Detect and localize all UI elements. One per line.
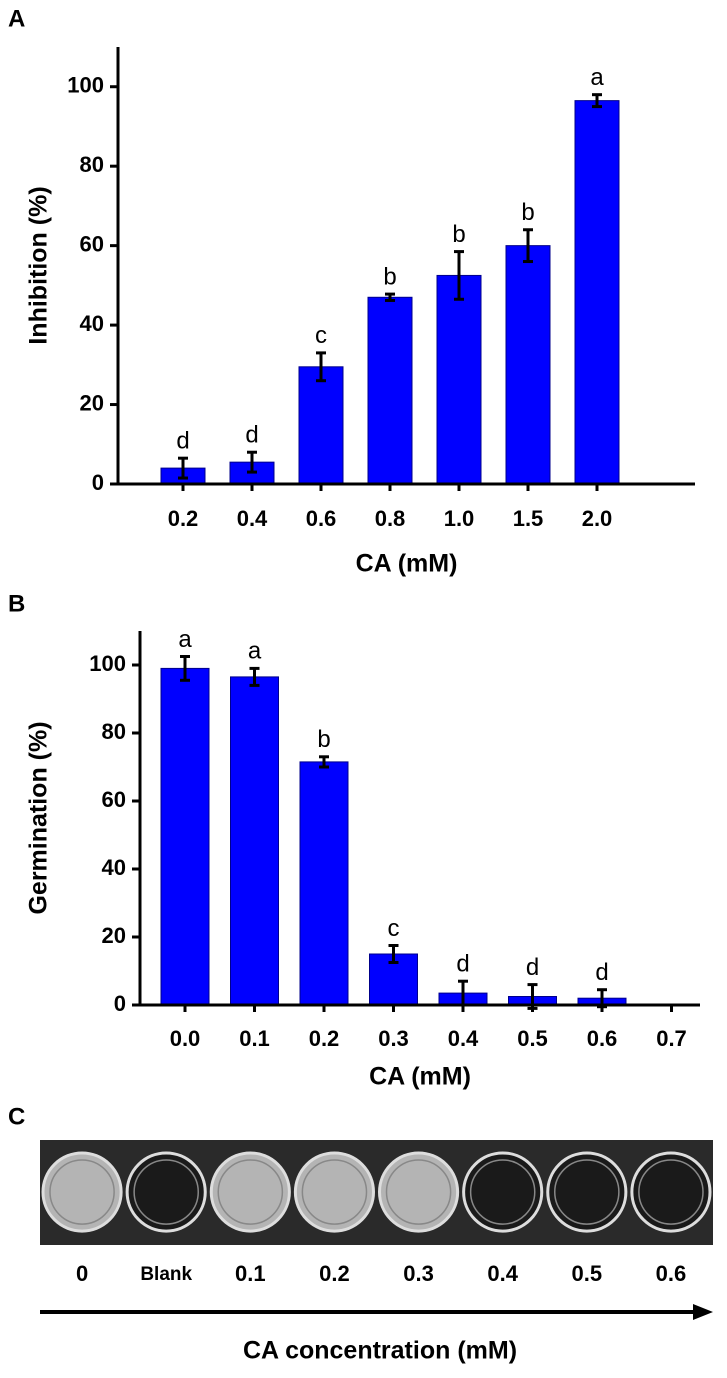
significance-letter: a [590, 64, 604, 91]
panel-label: B [8, 590, 25, 617]
well-label: Blank [140, 1264, 192, 1285]
x-tick-label: 1.0 [444, 506, 475, 531]
significance-letter: d [245, 422, 258, 449]
well-inner [554, 1159, 620, 1225]
error-bar [388, 944, 399, 964]
panel-label: C [8, 1103, 25, 1130]
y-tick-label: 60 [102, 787, 126, 812]
well [209, 1151, 291, 1233]
y-tick-label: 40 [80, 311, 104, 336]
well-label: 0.3 [403, 1261, 434, 1286]
well-inner [385, 1159, 452, 1225]
error-bar [592, 93, 602, 109]
x-tick-label: 0.2 [309, 1026, 340, 1051]
error-bar [178, 456, 188, 480]
error-bar [319, 755, 329, 769]
y-axis-title: Inhibition (%) [25, 186, 53, 344]
x-tick-label: 0.4 [448, 1026, 479, 1051]
x-axis-title: CA (mM) [369, 1063, 471, 1091]
bar [299, 761, 349, 1006]
well [546, 1151, 628, 1233]
error-bar [454, 250, 464, 301]
panel-label: A [8, 5, 25, 32]
significance-letter: a [178, 626, 192, 653]
error-bar [249, 666, 260, 687]
well-inner [217, 1159, 284, 1225]
x-tick-label: 0.8 [375, 506, 406, 531]
well-label: 0.5 [572, 1261, 603, 1286]
significance-letter: d [176, 428, 189, 455]
significance-letter: b [383, 263, 396, 290]
bar [505, 245, 551, 485]
bar [160, 667, 210, 1006]
well [378, 1151, 460, 1233]
well [293, 1151, 375, 1233]
well-label: 0 [76, 1261, 88, 1286]
significance-letter: d [526, 954, 539, 981]
x-tick-label: 0.2 [168, 506, 199, 531]
x-tick-label: 0.6 [306, 506, 337, 531]
bar [367, 296, 413, 485]
error-bar [180, 655, 190, 682]
well [630, 1151, 712, 1233]
significance-letter: c [388, 915, 400, 942]
bar [230, 676, 279, 1006]
error-bar [523, 228, 533, 264]
x-tick-label: 0.1 [239, 1026, 270, 1051]
well-label: 0.4 [487, 1261, 518, 1286]
arrow-head [693, 1304, 713, 1320]
y-tick-label: 20 [80, 390, 104, 415]
significance-letter: b [452, 221, 465, 248]
well-label: 0.6 [656, 1261, 687, 1286]
y-tick-label: 100 [67, 73, 104, 98]
bar [436, 274, 482, 485]
well [41, 1151, 123, 1233]
well-inner [469, 1159, 536, 1225]
y-tick-label: 80 [102, 719, 126, 744]
x-tick-label: 0.5 [517, 1026, 548, 1051]
x-tick-label: 0.3 [378, 1026, 409, 1051]
significance-letter: b [317, 726, 330, 753]
error-bar [316, 351, 326, 383]
x-tick-label: 0.4 [237, 506, 268, 531]
well-inner [49, 1159, 115, 1225]
error-bar [385, 292, 395, 302]
x-tick-label: 0.7 [656, 1026, 687, 1051]
y-tick-label: 40 [102, 855, 126, 880]
error-bar [247, 450, 257, 474]
y-tick-label: 0 [92, 470, 104, 495]
x-tick-label: 2.0 [582, 506, 613, 531]
well-inner [133, 1159, 199, 1225]
significance-letter: d [595, 959, 608, 986]
well [462, 1151, 544, 1233]
x-tick-label: 0.0 [170, 1026, 201, 1051]
y-tick-label: 60 [80, 231, 104, 256]
well [125, 1151, 207, 1233]
well-label: 0.2 [319, 1261, 350, 1286]
well-inner [301, 1159, 368, 1225]
well-label: 0.1 [235, 1261, 266, 1286]
bar [298, 366, 344, 485]
bar [574, 100, 620, 485]
x-axis-title: CA (mM) [356, 550, 458, 578]
x-tick-label: 1.5 [513, 506, 544, 531]
y-tick-label: 0 [114, 991, 126, 1016]
significance-letter: c [315, 322, 327, 349]
significance-letter: b [521, 199, 534, 226]
y-tick-label: 80 [80, 152, 104, 177]
x-tick-label: 0.6 [587, 1026, 618, 1051]
significance-letter: d [456, 951, 469, 978]
concentration-label: CA concentration (mM) [243, 1337, 517, 1365]
y-axis-title: Germination (%) [25, 721, 53, 914]
well-inner [638, 1159, 704, 1225]
y-tick-label: 20 [102, 923, 126, 948]
y-tick-label: 100 [89, 651, 126, 676]
significance-letter: a [248, 638, 262, 665]
